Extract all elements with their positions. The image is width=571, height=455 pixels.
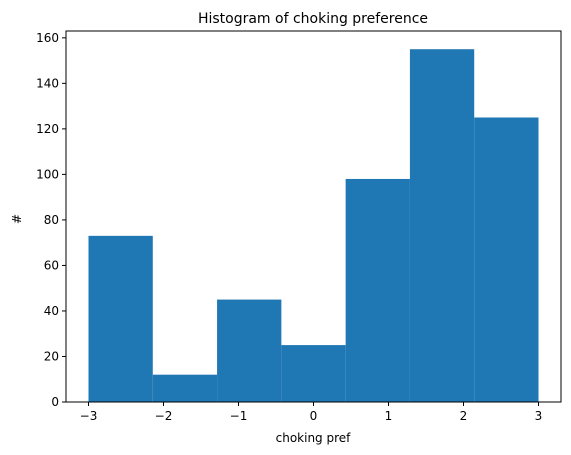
histogram-bar [217, 299, 282, 402]
x-axis-label: choking pref [276, 431, 352, 445]
y-tick-label: 40 [44, 304, 59, 318]
histogram-bar [88, 235, 153, 402]
x-tick-label: 2 [460, 409, 468, 423]
x-tick-label: −2 [155, 409, 173, 423]
y-tick-label: 20 [44, 349, 59, 363]
x-tick-label: 0 [310, 409, 318, 423]
x-tick-label: 3 [535, 409, 543, 423]
y-axis-label: # [10, 214, 24, 224]
y-tick-label: 80 [44, 213, 59, 227]
histogram-bar [345, 178, 410, 402]
y-tick-label: 100 [36, 167, 59, 181]
y-tick-label: 140 [36, 76, 59, 90]
histogram-bar [281, 345, 346, 402]
y-tick-label: 0 [51, 395, 59, 409]
x-axis-ticks: −3 −2 −1 0 1 2 3 [80, 402, 543, 423]
histogram-bar [152, 374, 218, 402]
x-tick-label: −1 [230, 409, 248, 423]
histogram-bar [474, 117, 539, 403]
y-axis-ticks: 0 20 40 60 80 100 120 140 160 [36, 31, 66, 409]
histogram-bar [409, 49, 475, 402]
x-tick-label: 1 [385, 409, 393, 423]
y-tick-label: 120 [36, 122, 59, 136]
x-tick-label: −3 [80, 409, 98, 423]
bars-group [88, 49, 539, 403]
y-tick-label: 60 [44, 258, 59, 272]
y-tick-label: 160 [36, 31, 59, 45]
chart-title: Histogram of choking preference [198, 11, 428, 27]
